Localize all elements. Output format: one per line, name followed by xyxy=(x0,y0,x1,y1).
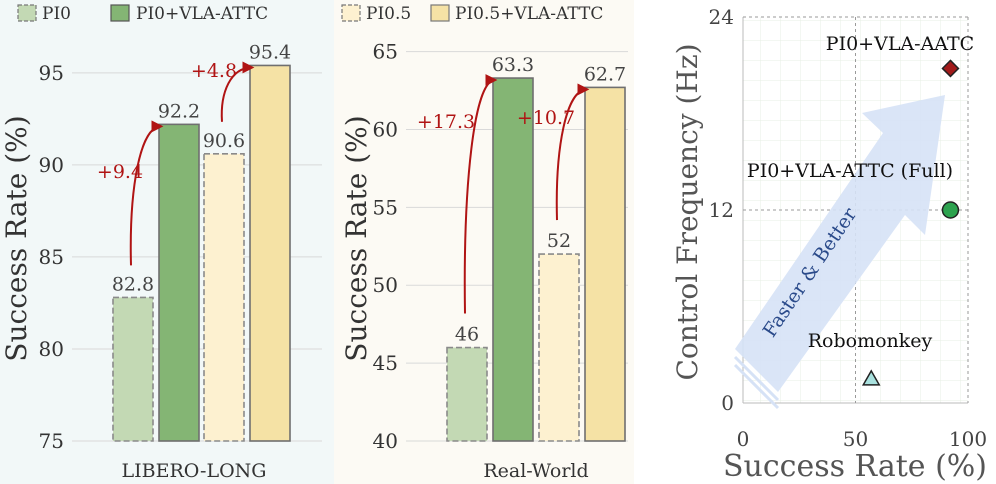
x-tick-label: 50 xyxy=(843,427,868,451)
y-tick-label: 40 xyxy=(373,429,398,453)
bar xyxy=(158,123,200,442)
real-world-chart: 40 45 50 55 60 65 Success Rate (%) Real-World 46… xyxy=(340,40,628,482)
delta-label: +17.3 xyxy=(417,111,475,133)
legend-swatch-pi05 xyxy=(341,4,361,22)
x-axis-label: Success Rate (%) xyxy=(723,449,987,484)
bar xyxy=(249,64,291,442)
legend-label-pi0: PI0 xyxy=(42,4,71,24)
point-label: Robomonkey xyxy=(808,330,933,352)
bar-value-label: 63.3 xyxy=(492,54,534,76)
bar xyxy=(538,253,580,442)
y-axis-label: Success Rate (%) xyxy=(0,115,33,361)
point-robomonkey xyxy=(861,369,881,386)
legend-label-pi0-vla: PI0+VLA-ATTC xyxy=(136,4,268,24)
y-tick-label: 24 xyxy=(709,5,734,29)
legend-label-pi05-vla: PI0.5+VLA-ATTC xyxy=(455,4,603,24)
x-tick-label: 0 xyxy=(737,427,750,451)
legend-left: PI0 PI0+VLA-ATTC xyxy=(17,4,268,24)
y-tick-label: 60 xyxy=(373,117,398,141)
delta-arrow xyxy=(129,120,164,266)
y-tick-label: 45 xyxy=(373,351,398,375)
y-axis-label: Control Frequency (Hz) xyxy=(671,43,704,380)
legend-swatch-pi05-vla xyxy=(430,4,450,22)
bar-value-label: 95.4 xyxy=(249,41,291,63)
bar-value-label: 52 xyxy=(547,230,571,252)
delta-arrow xyxy=(463,74,498,314)
faster-better-arrow xyxy=(735,95,945,392)
y-tick-label: 0 xyxy=(721,391,734,415)
point-vla-attc-full xyxy=(941,201,960,219)
point-label: PI0+VLA-AATC xyxy=(826,33,974,55)
y-tick-label: 50 xyxy=(373,273,398,297)
y-tick-label: 12 xyxy=(709,198,734,222)
libero-long-chart: 75 80 85 90 95 Success Rate (%) LIBERO-LONG 82.… xyxy=(0,41,322,482)
bar xyxy=(446,346,488,442)
y-tick-label: 55 xyxy=(373,195,398,219)
x-axis-label: Real-World xyxy=(483,460,588,482)
bar-value-label: 46 xyxy=(455,324,479,346)
bar xyxy=(584,86,626,442)
y-tick-label: 80 xyxy=(39,337,64,361)
delta-label: +4.8 xyxy=(191,60,237,82)
bar-value-label: 62.7 xyxy=(584,63,626,85)
arrow-tail-stripe xyxy=(733,355,780,402)
x-tick-label: 100 xyxy=(949,427,987,451)
legend-label-pi05: PI0.5 xyxy=(366,4,411,24)
legend-swatch-pi0 xyxy=(17,4,37,22)
delta-label: +10.7 xyxy=(517,107,575,129)
x-axis-label: LIBERO-LONG xyxy=(122,460,267,482)
delta-arrow xyxy=(220,61,255,122)
y-tick-label: 85 xyxy=(39,245,64,269)
point-label: PI0+VLA-ATTC (Full) xyxy=(747,160,953,182)
bar xyxy=(203,153,245,442)
y-axis-label: Success Rate (%) xyxy=(340,115,373,361)
bar-value-label: 82.8 xyxy=(112,273,154,295)
legend-mid: PI0.5 PI0.5+VLA-ATTC xyxy=(341,4,603,24)
delta-arrow xyxy=(555,83,590,221)
y-tick-label: 95 xyxy=(39,61,64,85)
y-tick-label: 90 xyxy=(39,153,64,177)
legend-swatch-pi0-vla xyxy=(110,4,130,22)
bar-value-label: 90.6 xyxy=(203,130,245,152)
bar-value-label: 92.2 xyxy=(158,100,200,122)
y-tick-label: 65 xyxy=(373,40,398,64)
point-vla-aatc xyxy=(941,59,960,78)
y-tick-label: 75 xyxy=(39,429,64,453)
bar xyxy=(492,77,534,442)
bar xyxy=(112,296,154,442)
arrow-tail-stripe xyxy=(733,363,780,410)
delta-label: +9.4 xyxy=(97,161,143,183)
